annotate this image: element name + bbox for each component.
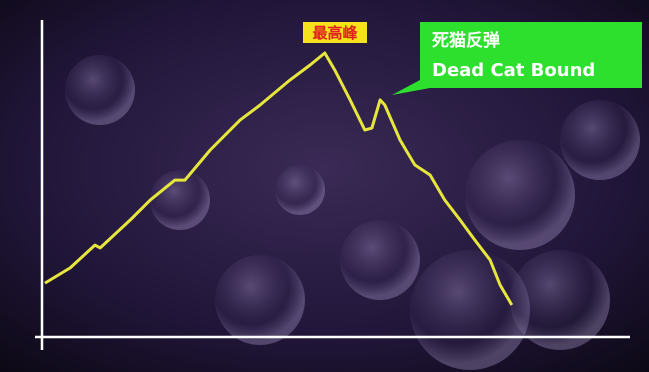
bubbles: [65, 55, 640, 370]
callout-zh: 死猫反弹: [432, 30, 500, 51]
callout-en: Dead Cat Bound: [432, 60, 595, 81]
peak-label: 最高峰: [312, 24, 358, 42]
data-line: [44, 51, 514, 306]
callout-box: [392, 22, 642, 95]
peak-label-box: [303, 22, 367, 43]
